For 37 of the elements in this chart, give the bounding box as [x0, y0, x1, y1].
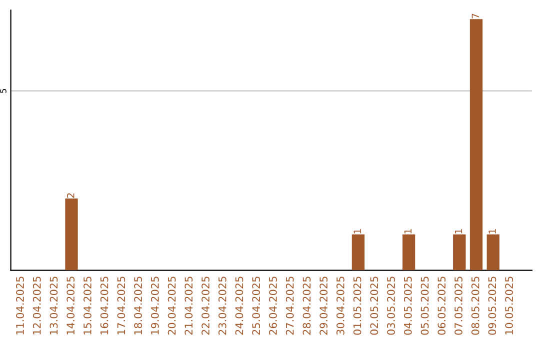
- x-tick-label: 10.05.2025: [505, 276, 513, 334]
- x-tick-label: 30.04.2025: [336, 276, 344, 335]
- x-tick-label: 11.04.2025: [16, 276, 24, 334]
- x-tick-label: 27.04.2025: [286, 276, 294, 335]
- y-tick-label: 5: [0, 89, 6, 93]
- x-tick-label: 07.05.2025: [454, 276, 462, 335]
- x-tick-label: 09.05.2025: [488, 276, 496, 335]
- x-tick-label: 29.04.2025: [320, 276, 328, 335]
- x-tick-label: 04.05.2025: [404, 276, 412, 335]
- x-tick-label: 16.04.2025: [100, 276, 108, 334]
- x-tick-label: 19.04.2025: [150, 276, 159, 334]
- x-tick-label: 18.04.2025: [134, 276, 142, 334]
- data-label: 1: [488, 229, 496, 234]
- x-tick-label: 22.04.2025: [202, 276, 210, 335]
- x-tick-label: 05.05.2025: [420, 276, 429, 335]
- data-label: 1: [354, 229, 361, 234]
- x-tick-label: 08.05.2025: [471, 276, 480, 335]
- x-tick-label: 25.04.2025: [252, 276, 260, 335]
- data-label: 1: [454, 229, 462, 234]
- x-tick-label: 24.04.2025: [235, 276, 244, 335]
- data-label: 2: [66, 193, 74, 198]
- x-tick-label: 17.04.2025: [117, 276, 126, 334]
- x-tick-label: 02.05.2025: [370, 276, 378, 335]
- x-tick-label: 06.05.2025: [438, 276, 446, 335]
- x-tick-label: 15.04.2025: [84, 276, 92, 334]
- x-tick-label: 14.04.2025: [66, 276, 75, 334]
- x-tick-label: 12.04.2025: [32, 276, 41, 334]
- x-tick-label: 03.05.2025: [387, 276, 395, 335]
- data-label: 1: [404, 229, 412, 234]
- x-tick-label: 21.04.2025: [184, 276, 193, 335]
- x-tick-label: 13.04.2025: [50, 276, 58, 334]
- x-tick-label: 23.04.2025: [218, 276, 226, 335]
- data-label: 7: [472, 14, 479, 18]
- x-tick-label: 26.04.2025: [269, 276, 277, 335]
- x-tick-label: 28.04.2025: [302, 276, 311, 335]
- x-tick-label: 20.04.2025: [168, 276, 176, 335]
- x-tick-label: 01.05.2025: [353, 276, 362, 335]
